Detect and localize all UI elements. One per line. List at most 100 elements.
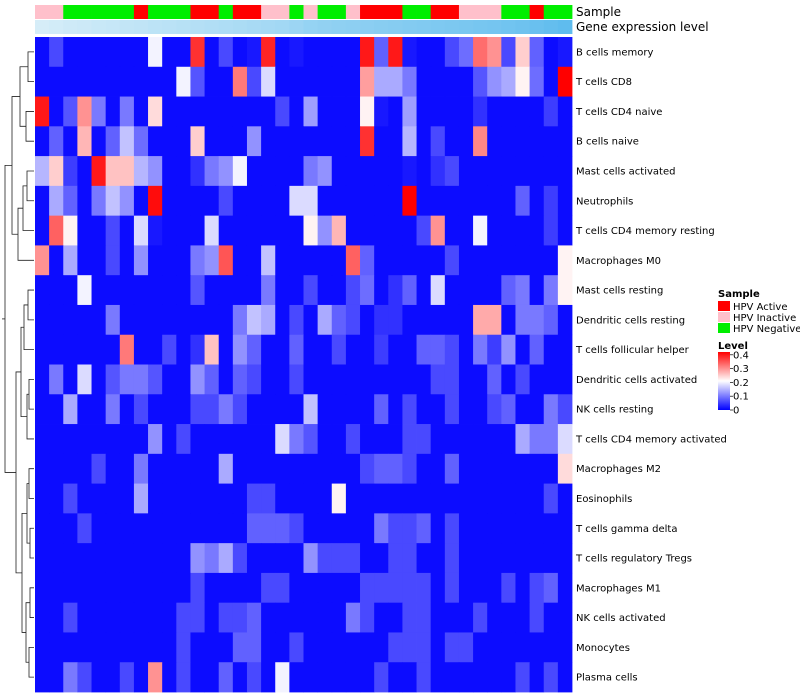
heatmap-cell [162, 572, 177, 604]
heatmap-cell [303, 66, 319, 97]
heatmap-cell [35, 394, 50, 425]
heatmap-cell [133, 66, 149, 97]
heatmap-cell [473, 632, 488, 663]
heatmap-cell [246, 483, 262, 514]
heatmap-cell [190, 543, 205, 574]
heatmap-cell [543, 156, 559, 187]
dendrogram-branch [28, 646, 34, 678]
heatmap-cell [388, 37, 403, 68]
heatmap-cell [162, 304, 177, 336]
heatmap-cell [204, 453, 220, 484]
heatmap-cell [388, 394, 403, 425]
heatmap-cell [246, 662, 262, 693]
heatmap-cell [289, 334, 304, 365]
heatmap-cell [473, 304, 488, 336]
heatmap-cell [105, 662, 121, 693]
heatmap-cell [261, 126, 276, 157]
gene-expression-annotation-cell [402, 20, 417, 34]
heatmap-cell [543, 245, 559, 276]
heatmap-cell [176, 424, 191, 455]
heatmap-cell [289, 96, 304, 127]
heatmap-cell [218, 304, 234, 336]
heatmap-cell [176, 215, 191, 246]
heatmap-cell [360, 37, 375, 68]
heatmap-cell [557, 424, 573, 455]
heatmap-cell [458, 37, 474, 68]
sample-legend-title: Sample [718, 289, 760, 300]
heatmap-cell [204, 632, 220, 663]
heatmap-cell [63, 424, 78, 455]
heatmap-cell [119, 602, 135, 633]
heatmap-cell [148, 632, 163, 663]
heatmap-cell [501, 66, 516, 97]
heatmap-cell [458, 572, 474, 604]
sample-legend-label: HPV Active [733, 302, 788, 313]
heatmap-cell [430, 364, 446, 395]
heatmap-cell [416, 275, 432, 306]
heatmap-cell [49, 513, 64, 544]
heatmap-cell [218, 602, 234, 633]
heatmap-cell [49, 424, 64, 455]
heatmap-cell [63, 126, 78, 157]
sample-annotation-cell [119, 5, 135, 19]
heatmap-cell [218, 483, 234, 514]
heatmap-cell [275, 543, 290, 574]
gene-expression-annotation-cell [416, 20, 432, 34]
heatmap-cell [204, 394, 220, 425]
heatmap-cell [190, 513, 205, 544]
heatmap-cell [119, 483, 135, 514]
heatmap-cell [232, 394, 248, 425]
row-label: T cells CD4 memory activated [575, 434, 727, 445]
heatmap-cell [402, 185, 417, 217]
heatmap-cell [91, 245, 107, 276]
heatmap-cell [557, 126, 573, 157]
heatmap-cell [515, 37, 530, 68]
heatmap-cell [374, 483, 389, 514]
heatmap-cell [204, 245, 220, 276]
heatmap-cell [133, 572, 149, 604]
heatmap-cell [63, 96, 78, 127]
heatmap-cell [303, 126, 319, 157]
sample-annotation-cell [105, 5, 121, 19]
heatmap-cell [105, 543, 121, 574]
heatmap-cell [303, 334, 319, 365]
sample-legend-swatch [718, 312, 730, 322]
heatmap-cell [133, 185, 149, 217]
heatmap-cell [331, 126, 347, 157]
heatmap-cell [444, 543, 460, 574]
heatmap-cell [148, 275, 163, 306]
gene-expression-annotation-cell [35, 20, 50, 34]
heatmap-cell [444, 483, 460, 514]
heatmap-cell [317, 66, 333, 97]
heatmap-cell [77, 275, 92, 306]
heatmap-cell [162, 662, 177, 693]
heatmap-cell [543, 66, 559, 97]
heatmap-cell [119, 66, 135, 97]
heatmap-cell [331, 245, 347, 276]
heatmap-cell [557, 185, 573, 217]
heatmap-cell [176, 483, 191, 514]
heatmap-cell [119, 453, 135, 484]
heatmap-cell [190, 275, 205, 306]
heatmap-cell [190, 632, 205, 663]
heatmap-cell [119, 304, 135, 336]
heatmap-cell [204, 126, 220, 157]
heatmap-cell [430, 513, 446, 544]
heatmap-cell [430, 334, 446, 365]
heatmap-cell [35, 572, 50, 604]
heatmap-cell [232, 572, 248, 604]
heatmap-cell [388, 126, 403, 157]
heatmap-cell [246, 304, 262, 336]
heatmap-cell [331, 364, 347, 395]
gene-expression-annotation-cell [331, 20, 347, 34]
heatmap-cell [543, 513, 559, 544]
heatmap-cell [515, 66, 530, 97]
heatmap-cell [35, 334, 50, 365]
heatmap-cell [374, 334, 389, 365]
heatmap-cell [374, 96, 389, 127]
heatmap-cell [501, 662, 516, 693]
heatmap-cell [91, 543, 107, 574]
heatmap-cell [331, 334, 347, 365]
heatmap-cell [458, 602, 474, 633]
dendrogram-branch [25, 111, 34, 142]
